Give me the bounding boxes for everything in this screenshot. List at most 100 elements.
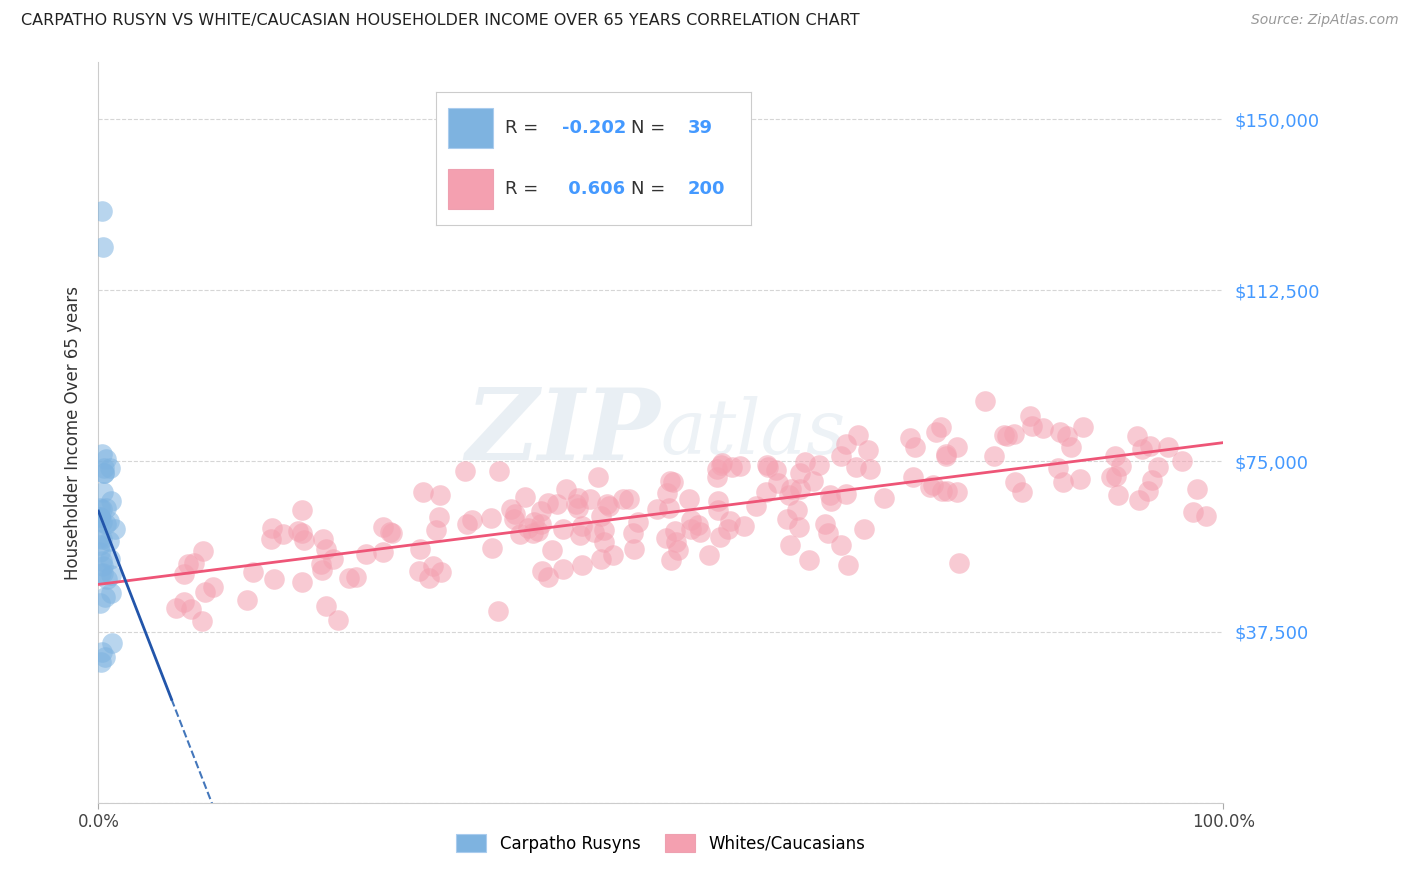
Point xyxy=(96,452,118,467)
Point xyxy=(1052,475,1074,489)
Point xyxy=(925,425,948,440)
Point xyxy=(595,497,617,511)
Point xyxy=(918,480,941,494)
Point xyxy=(1019,409,1042,423)
Point xyxy=(583,524,606,539)
Point xyxy=(612,491,634,506)
Point xyxy=(699,548,721,562)
Point xyxy=(794,455,817,469)
Point xyxy=(621,525,644,540)
Point xyxy=(315,541,337,556)
Point xyxy=(425,524,447,538)
Point xyxy=(89,510,111,524)
Point xyxy=(91,515,114,529)
Point xyxy=(664,524,686,538)
Point xyxy=(373,545,395,559)
Point xyxy=(453,464,475,478)
Point xyxy=(817,525,839,540)
Point xyxy=(586,469,609,483)
Point xyxy=(922,477,945,491)
Point xyxy=(789,482,811,496)
Point xyxy=(808,458,831,472)
Point xyxy=(1107,488,1129,502)
Point xyxy=(1130,442,1153,457)
Point xyxy=(733,519,755,533)
Point xyxy=(709,530,731,544)
Point xyxy=(655,486,678,500)
Point xyxy=(90,655,112,669)
Point xyxy=(818,488,841,502)
Point xyxy=(515,490,537,504)
Point xyxy=(728,458,751,473)
Point xyxy=(242,565,264,579)
Point xyxy=(706,462,728,476)
Point xyxy=(1126,428,1149,442)
Point xyxy=(662,475,685,490)
Point xyxy=(1195,508,1218,523)
Point xyxy=(180,602,202,616)
Point xyxy=(530,564,553,578)
Point xyxy=(488,464,510,478)
Point xyxy=(530,516,553,531)
Text: ZIP: ZIP xyxy=(465,384,661,481)
Point xyxy=(100,494,122,508)
Point xyxy=(565,497,588,511)
Point xyxy=(935,483,957,498)
Point xyxy=(974,393,997,408)
Point xyxy=(505,508,527,522)
Point xyxy=(523,515,546,529)
Point xyxy=(666,542,689,557)
Point xyxy=(567,501,589,516)
Point xyxy=(1105,468,1128,483)
Point xyxy=(592,534,614,549)
Point xyxy=(707,503,730,517)
Point xyxy=(1060,440,1083,454)
Point xyxy=(678,491,700,506)
Point xyxy=(94,516,117,531)
Point xyxy=(89,511,111,525)
Point xyxy=(591,552,613,566)
Point xyxy=(89,545,111,559)
Point xyxy=(645,502,668,516)
Point xyxy=(623,542,645,557)
Point xyxy=(571,519,593,533)
Point xyxy=(173,566,195,581)
Point xyxy=(537,496,560,510)
Point xyxy=(509,527,531,541)
Point xyxy=(1147,459,1170,474)
Point xyxy=(1099,470,1122,484)
Point xyxy=(778,487,800,501)
Point xyxy=(422,559,444,574)
Point xyxy=(380,525,402,540)
Point xyxy=(191,614,214,628)
Point xyxy=(502,511,524,525)
Point xyxy=(1104,450,1126,464)
Point xyxy=(94,650,117,665)
Point xyxy=(517,521,540,535)
Point xyxy=(89,510,111,524)
Point xyxy=(835,487,858,501)
Point xyxy=(852,522,875,536)
Point xyxy=(934,449,956,463)
Point xyxy=(381,526,404,541)
Point xyxy=(96,500,118,515)
Point xyxy=(1032,421,1054,435)
Point xyxy=(655,531,678,545)
Point xyxy=(522,526,544,541)
Point xyxy=(1171,453,1194,467)
Point xyxy=(460,513,482,527)
Point xyxy=(311,563,333,577)
Point xyxy=(1069,471,1091,485)
Point xyxy=(312,532,335,546)
Point xyxy=(780,482,803,496)
Point xyxy=(91,532,114,546)
Point xyxy=(326,613,349,627)
Point xyxy=(271,526,294,541)
Point xyxy=(429,488,451,502)
Point xyxy=(408,564,430,578)
Point xyxy=(830,449,852,463)
Point xyxy=(96,572,118,586)
Point xyxy=(236,593,259,607)
Point xyxy=(617,492,640,507)
Point xyxy=(567,491,589,505)
